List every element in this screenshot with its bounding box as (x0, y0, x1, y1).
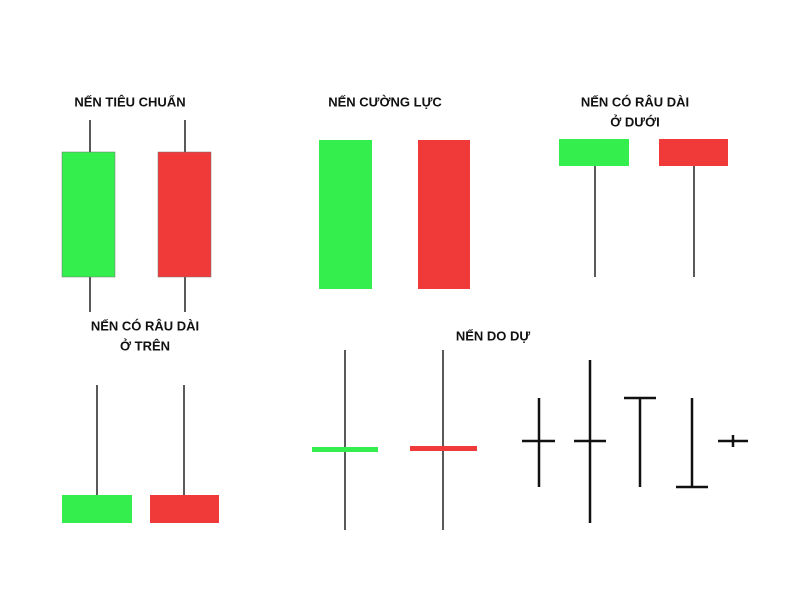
green-candle (319, 140, 372, 289)
green-candle (61, 151, 116, 278)
titles: NẾN TIÊU CHUẨN NẾN CƯỜNG LỰC NẾN CÓ RÂU DÀ… (74, 94, 689, 353)
red-candle (150, 495, 219, 523)
group-title: Ở DƯỚI (610, 114, 660, 129)
green-candle (62, 495, 132, 523)
group-title: NẾN DO DỰ (456, 328, 531, 343)
group-title: NẾN CÓ RÂU DÀI (91, 318, 199, 333)
red-candle (659, 139, 728, 166)
green-doji (312, 447, 378, 452)
red-candle (157, 151, 212, 278)
group-title: NẾN TIÊU CHUẨN (74, 94, 185, 109)
green-candle (559, 139, 629, 166)
red-candle (418, 140, 470, 289)
red-doji (410, 446, 477, 451)
group-title: Ở TRÊN (120, 338, 170, 353)
group-title: NẾN CƯỜNG LỰC (328, 94, 442, 109)
group-title: NẾN CÓ RÂU DÀI (581, 94, 689, 109)
